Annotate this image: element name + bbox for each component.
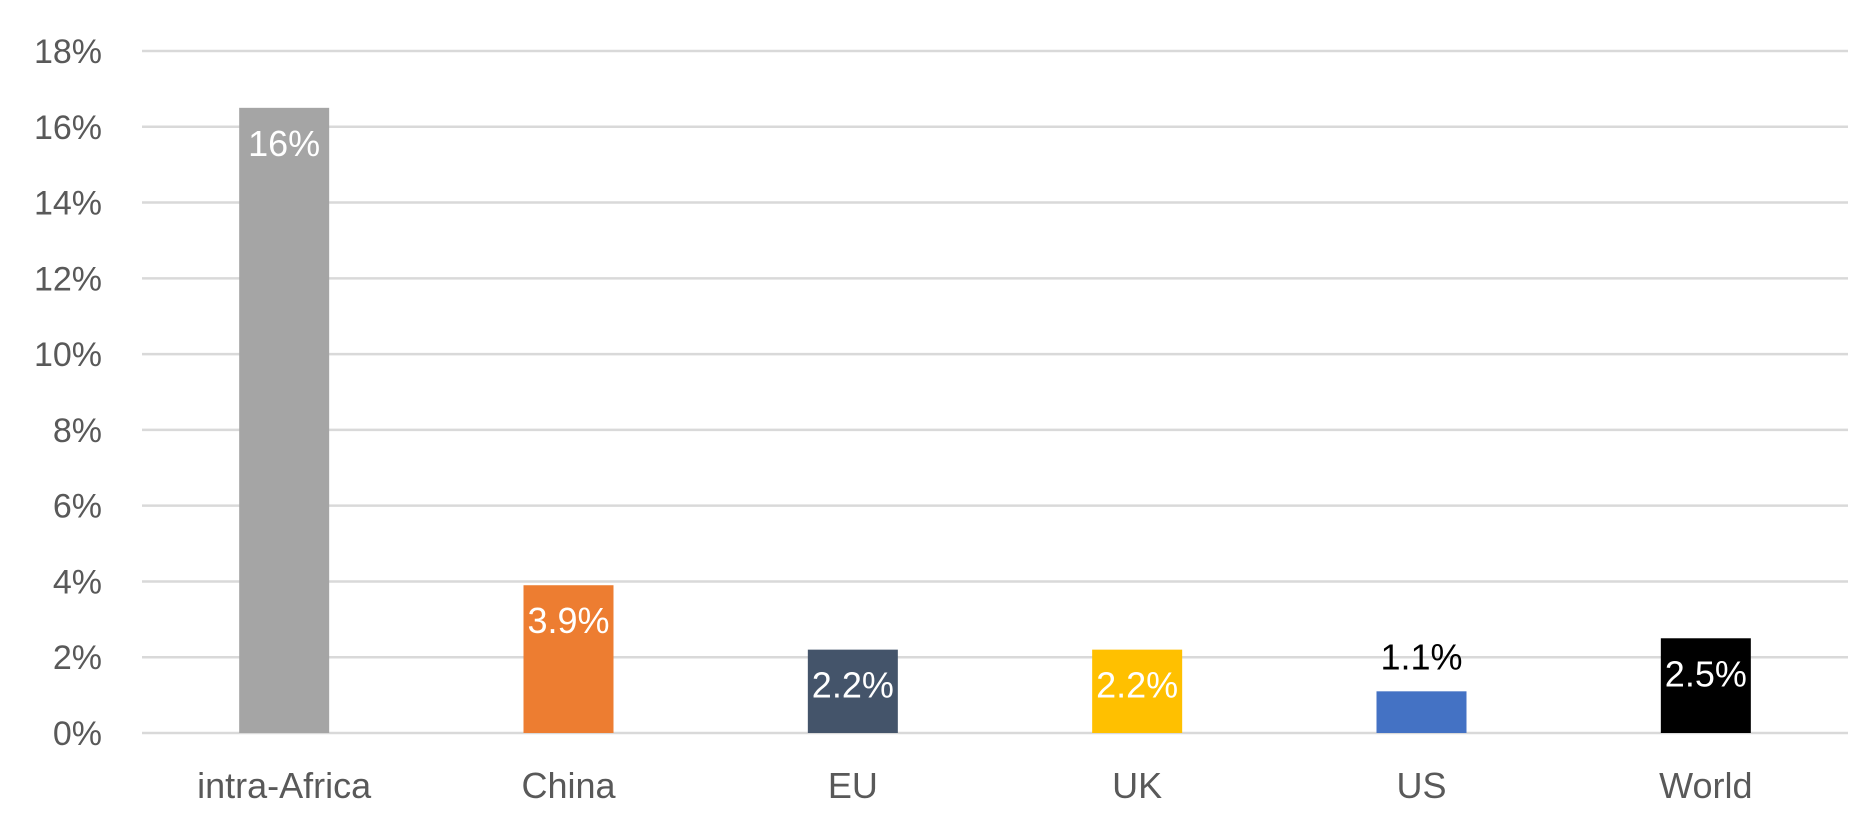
- y-tick-label: 12%: [34, 260, 102, 298]
- bar-world: [1660, 638, 1751, 733]
- y-tick-label: 10%: [34, 336, 102, 374]
- data-label: 2.2%: [812, 665, 894, 706]
- x-tick-label: China: [521, 765, 616, 806]
- y-tick-label: 0%: [53, 715, 102, 753]
- bar-china: [523, 585, 614, 733]
- gridlines: [142, 49, 1848, 735]
- y-tick-label: 14%: [34, 185, 102, 223]
- y-tick-label: 8%: [53, 412, 102, 450]
- x-tick-label: intra-Africa: [197, 765, 372, 806]
- bar-intra-africa: [239, 107, 330, 734]
- data-label: 2.2%: [1096, 665, 1178, 706]
- y-axis-ticks: 0% 2% 4% 6% 8% 10% 12% 14% 16% 18%: [34, 33, 102, 753]
- x-tick-label: UK: [1112, 765, 1162, 806]
- data-labels: 16% 3.9% 2.2% 2.2% 1.1% 2.5%: [248, 123, 1747, 706]
- y-tick-label: 16%: [34, 109, 102, 147]
- bars: [239, 107, 1751, 734]
- data-label: 16%: [248, 123, 320, 164]
- y-tick-label: 2%: [53, 639, 102, 677]
- bar-us: [1376, 691, 1467, 733]
- x-tick-label: World: [1659, 765, 1752, 806]
- y-tick-label: 6%: [53, 488, 102, 526]
- y-tick-label: 18%: [34, 33, 102, 71]
- bar-eu: [807, 649, 898, 733]
- x-axis-ticks: intra-Africa China EU UK US World: [197, 765, 1752, 806]
- bar-uk: [1092, 649, 1183, 733]
- x-tick-label: EU: [828, 765, 878, 806]
- data-label: 3.9%: [527, 600, 609, 641]
- data-label: 1.1%: [1380, 636, 1462, 677]
- y-tick-label: 4%: [53, 563, 102, 601]
- data-label: 2.5%: [1665, 653, 1747, 694]
- x-tick-label: US: [1396, 765, 1446, 806]
